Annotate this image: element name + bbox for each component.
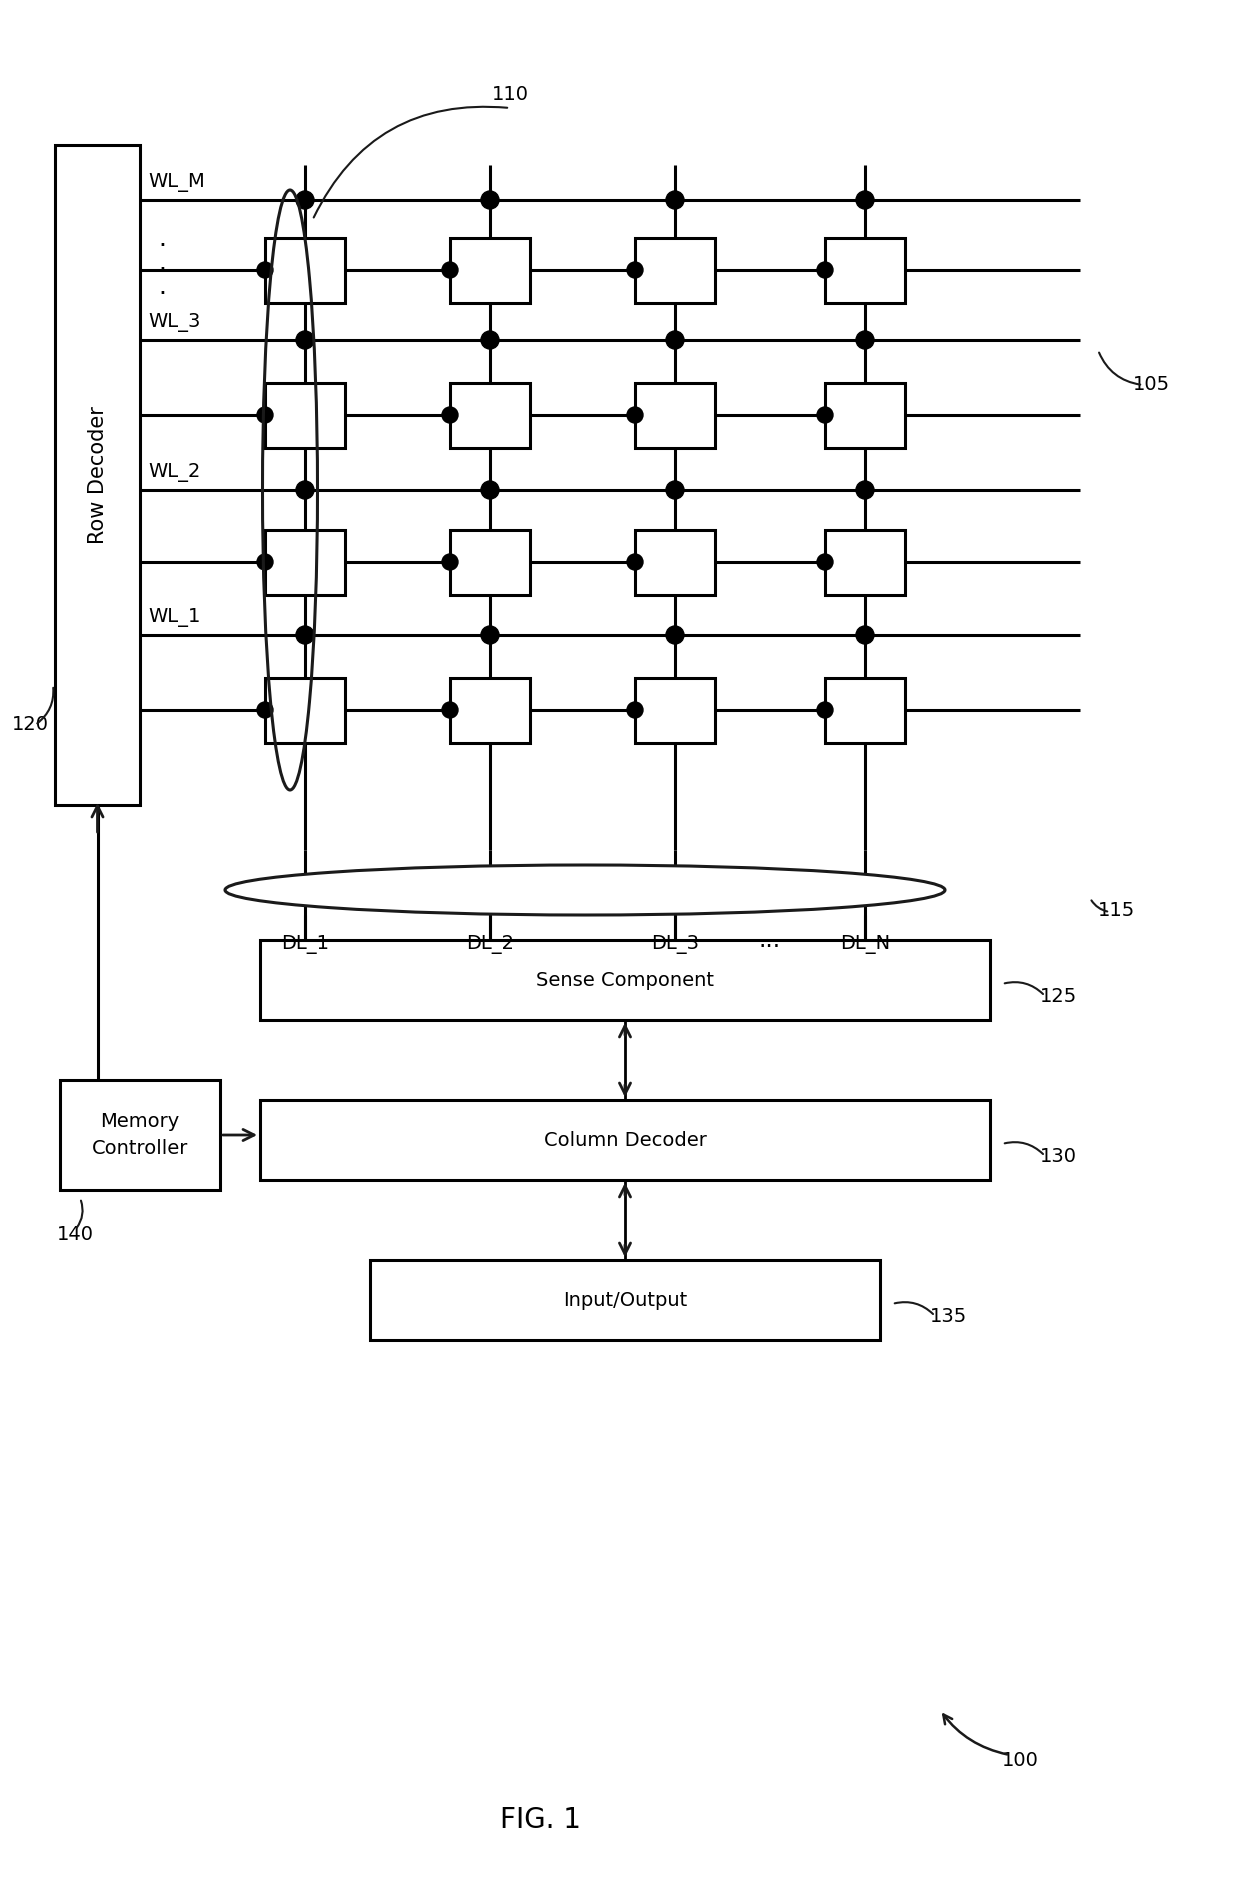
Circle shape — [817, 701, 833, 718]
Bar — [265, 678, 345, 743]
Circle shape — [666, 625, 684, 644]
Text: 115: 115 — [1097, 900, 1136, 919]
Circle shape — [627, 553, 644, 570]
Circle shape — [296, 481, 314, 498]
Bar — [265, 529, 345, 595]
Bar — [635, 383, 715, 447]
Circle shape — [257, 701, 273, 718]
Bar — [825, 237, 905, 303]
Bar — [825, 678, 905, 743]
Circle shape — [296, 332, 314, 349]
Circle shape — [441, 701, 458, 718]
Circle shape — [441, 553, 458, 570]
Bar — [450, 237, 529, 303]
Circle shape — [481, 481, 498, 498]
Bar — [265, 383, 345, 447]
Bar — [635, 529, 715, 595]
Bar — [450, 383, 529, 447]
Circle shape — [296, 191, 314, 208]
Circle shape — [817, 407, 833, 423]
Circle shape — [856, 191, 874, 208]
Text: FIG. 1: FIG. 1 — [500, 1806, 580, 1834]
Text: WL_1: WL_1 — [148, 608, 201, 627]
Circle shape — [817, 262, 833, 279]
Circle shape — [441, 407, 458, 423]
Text: 105: 105 — [1133, 375, 1171, 394]
Text: DL_1: DL_1 — [281, 934, 329, 953]
Circle shape — [257, 407, 273, 423]
Circle shape — [481, 625, 498, 644]
Text: ·
·
·: · · · — [157, 233, 166, 305]
Bar — [265, 237, 345, 303]
Bar — [635, 237, 715, 303]
Text: 120: 120 — [11, 716, 48, 735]
Bar — [450, 678, 529, 743]
Text: DL_N: DL_N — [839, 934, 890, 953]
Bar — [55, 146, 140, 805]
Bar — [635, 678, 715, 743]
Circle shape — [296, 625, 314, 644]
Circle shape — [856, 625, 874, 644]
Circle shape — [481, 191, 498, 208]
Text: 125: 125 — [1040, 987, 1078, 1006]
Text: DL_2: DL_2 — [466, 934, 515, 953]
Circle shape — [817, 553, 833, 570]
Text: 140: 140 — [57, 1226, 93, 1245]
Text: 135: 135 — [930, 1306, 967, 1325]
Text: Sense Component: Sense Component — [536, 970, 714, 989]
Text: Memory
Controller: Memory Controller — [92, 1112, 188, 1158]
Circle shape — [856, 481, 874, 498]
Text: WL_2: WL_2 — [148, 462, 201, 481]
Bar — [260, 1099, 990, 1181]
Bar — [60, 1080, 219, 1190]
Bar — [825, 529, 905, 595]
Text: 100: 100 — [1002, 1751, 1038, 1770]
Circle shape — [257, 262, 273, 279]
Circle shape — [666, 332, 684, 349]
Circle shape — [257, 553, 273, 570]
Text: 110: 110 — [491, 85, 528, 104]
Text: Input/Output: Input/Output — [563, 1290, 687, 1309]
Ellipse shape — [224, 864, 945, 915]
Circle shape — [627, 407, 644, 423]
Text: WL_M: WL_M — [148, 172, 205, 191]
Circle shape — [856, 332, 874, 349]
Circle shape — [627, 701, 644, 718]
Bar — [370, 1260, 880, 1340]
Circle shape — [666, 481, 684, 498]
Bar — [260, 940, 990, 1020]
Circle shape — [481, 332, 498, 349]
Text: Row Decoder: Row Decoder — [88, 406, 108, 544]
Text: ···: ··· — [759, 934, 781, 959]
Text: WL_3: WL_3 — [148, 313, 201, 332]
Text: Column Decoder: Column Decoder — [543, 1131, 707, 1150]
Text: DL_3: DL_3 — [651, 934, 699, 953]
Circle shape — [441, 262, 458, 279]
Text: 130: 130 — [1040, 1146, 1078, 1165]
Circle shape — [666, 191, 684, 208]
Circle shape — [627, 262, 644, 279]
Bar — [450, 529, 529, 595]
Bar — [825, 383, 905, 447]
